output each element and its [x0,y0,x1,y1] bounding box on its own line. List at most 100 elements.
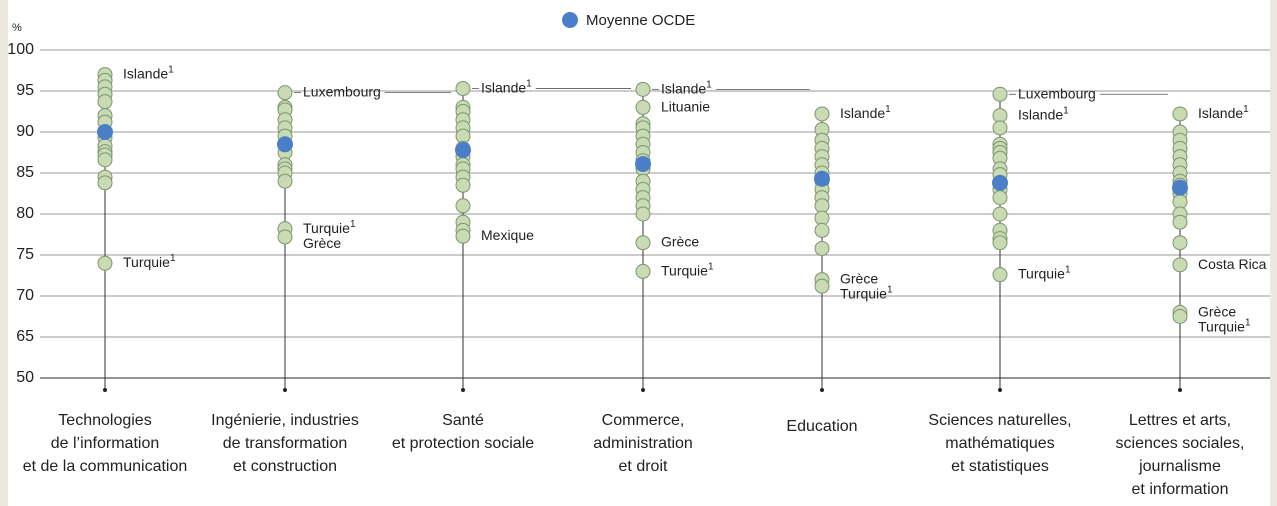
country-label: Luxembourg [303,83,381,99]
country-name: Turquie [1198,318,1245,334]
x-tick-label: Sciences naturelles, [928,412,1071,429]
footnote-mark: 1 [1243,104,1249,115]
x-tick-label: sciences sociales, [1116,435,1245,452]
country-point [635,235,651,251]
y-tick-label: 75 [16,246,34,263]
footnote-mark: 1 [706,79,712,90]
country-name: Luxembourg [303,83,381,99]
y-tick-label: 65 [16,328,34,345]
country-point [1172,309,1188,324]
country-label: Islande1 [123,64,174,81]
x-tick-label: administration [593,435,693,452]
country-label: Turquie1 [303,218,356,235]
country-name: Turquie [1018,265,1065,281]
country-name: Turquie [303,219,350,235]
country-label: Turquie1 [1198,317,1251,334]
x-tick-label: et de la communication [23,458,188,475]
country-point [992,86,1008,102]
x-tick-label: et construction [233,458,337,475]
y-axis-label: % [12,22,22,34]
footnote-mark: 1 [887,284,893,295]
x-tick-label: Technologies [58,412,151,429]
x-tick-label: et protection sociale [392,435,534,452]
country-point [1172,214,1188,230]
country-point [1172,257,1188,273]
country-label: Turquie1 [840,284,893,301]
footnote-mark: 1 [708,261,714,272]
country-point [277,173,293,189]
x-tick-label: et statistiques [951,458,1049,475]
x-tick-label: Lettres et arts, [1129,412,1231,429]
legend-marker [562,12,578,28]
mean-point [992,174,1008,191]
country-name: Islande [840,105,885,121]
country-name: Costa Rica [1198,256,1267,272]
country-label: Islande1 [1198,104,1249,121]
footnote-mark: 1 [1245,317,1251,328]
country-point [992,267,1008,283]
x-tick-label: Santé [442,412,484,429]
country-point [992,235,1008,251]
country-label: Grèce [303,234,341,250]
country-point [992,120,1008,136]
country-label: Grèce [661,233,699,249]
country-label: Islande1 [661,79,712,96]
country-point [814,240,830,256]
footnote-mark: 1 [170,253,176,264]
country-point [635,206,651,222]
mean-point [814,170,830,187]
country-name: Islande [1198,105,1243,121]
country-point [97,255,113,271]
x-tick-label: Ingénierie, industries [211,412,359,429]
country-point [635,99,651,115]
x-tick-label: de l’information [51,435,160,452]
x-tick-label: Education [786,418,857,435]
country-label: Luxembourg [1018,85,1096,101]
country-point [635,263,651,279]
legend-label: Moyenne OCDE [586,12,695,29]
x-tick-label: et droit [619,458,668,475]
country-name: Turquie [123,254,170,270]
country-point [455,177,471,193]
column-foot [820,388,824,392]
country-label: Islande1 [481,78,532,95]
country-point [1172,235,1188,251]
country-name: Mexique [481,227,534,243]
y-tick-label: 80 [16,205,34,222]
country-point [1172,106,1188,122]
country-label: Turquie1 [123,253,176,270]
column-foot [103,388,107,392]
mean-point [635,155,651,172]
country-name: Grèce [840,270,878,286]
x-tick-label: journalisme [1138,458,1221,475]
country-name: Luxembourg [1018,85,1096,101]
country-point [455,198,471,214]
country-name: Islande [661,80,706,96]
x-tick-label: et information [1132,481,1229,498]
x-tick-label: de transformation [223,435,348,452]
mean-point [277,136,293,153]
country-point [455,81,471,97]
country-name: Lituanie [661,98,710,114]
country-point [992,206,1008,222]
country-label: Grèce [840,270,878,286]
country-label: Mexique [481,227,534,243]
y-tick-label: 100 [7,41,34,58]
country-name: Turquie [840,285,887,301]
country-label: Islande1 [1018,105,1069,122]
mean-point [1172,179,1188,196]
country-label: Islande1 [840,104,891,121]
country-point [814,278,830,294]
country-name: Islande [1018,106,1063,122]
x-tick-label: Commerce, [602,412,685,429]
column-foot [641,388,645,392]
country-label: Costa Rica [1198,256,1267,272]
country-name: Grèce [1198,303,1236,319]
y-tick-label: 85 [16,164,34,181]
country-name: Grèce [303,234,341,250]
country-label: Lituanie [661,98,710,114]
footnote-mark: 1 [1065,264,1071,275]
country-name: Grèce [661,233,699,249]
